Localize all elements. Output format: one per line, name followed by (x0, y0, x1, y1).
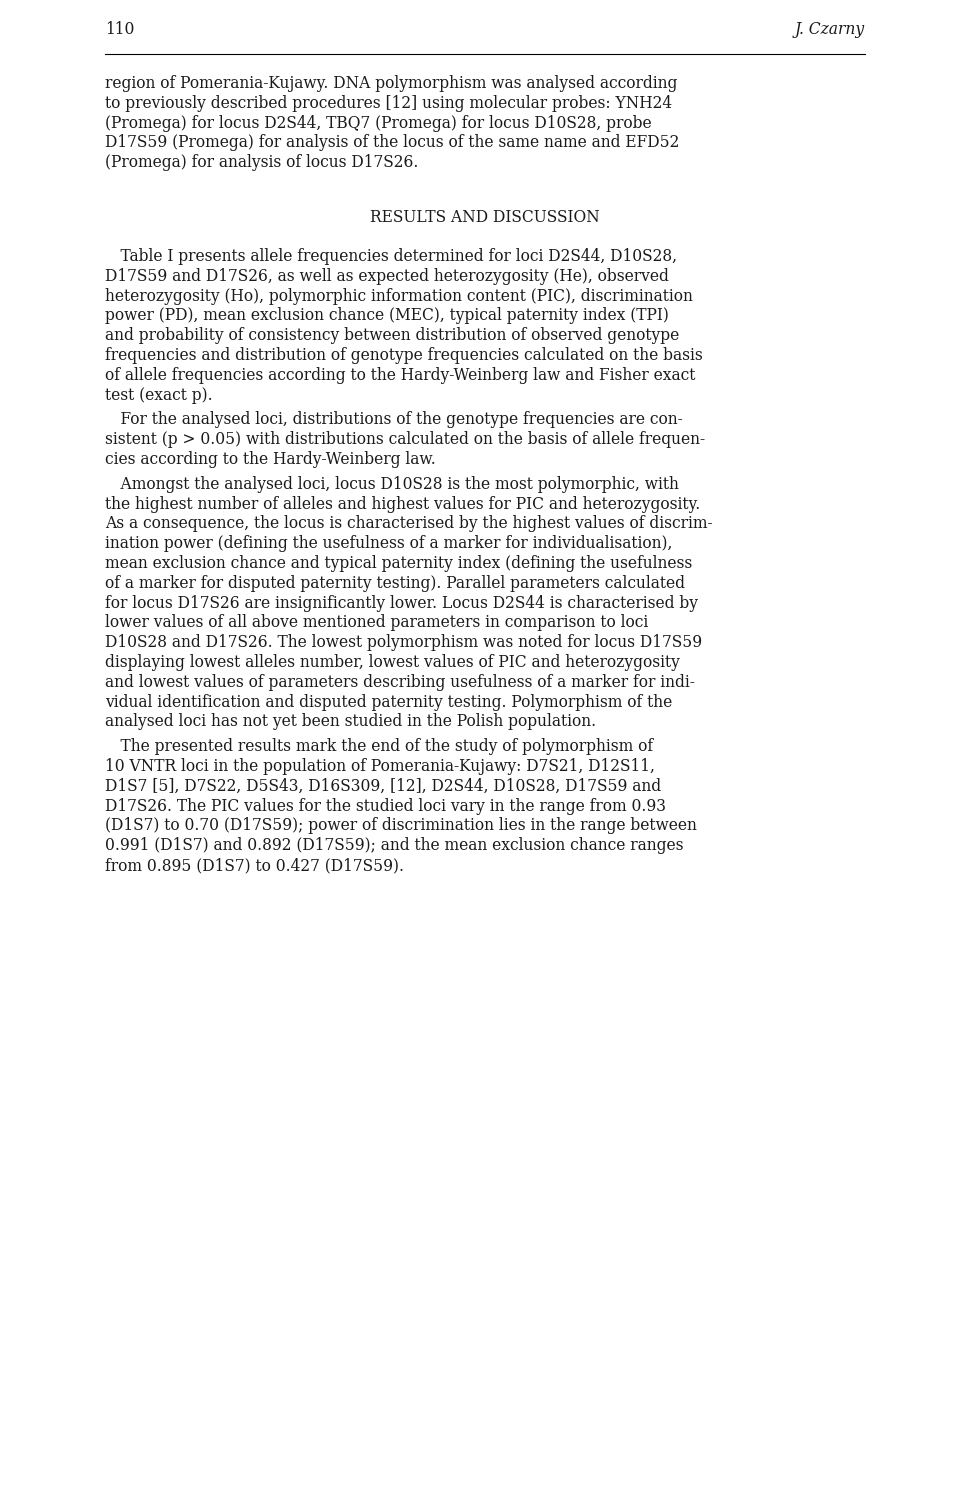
Text: lower values of all above mentioned parameters in comparison to loci: lower values of all above mentioned para… (105, 614, 648, 631)
Text: region of Pomerania-Kujawy. DNA polymorphism was analysed according: region of Pomerania-Kujawy. DNA polymorp… (105, 75, 678, 92)
Text: As a consequence, the locus is characterised by the highest values of discrim-: As a consequence, the locus is character… (105, 516, 712, 533)
Text: power (PD), mean exclusion chance (MEC), typical paternity index (TPI): power (PD), mean exclusion chance (MEC),… (105, 308, 669, 324)
Text: the highest number of alleles and highest values for PIC and heterozygosity.: the highest number of alleles and highes… (105, 495, 700, 513)
Text: for locus D17S26 are insignificantly lower. Locus D2S44 is characterised by: for locus D17S26 are insignificantly low… (105, 595, 698, 611)
Text: test (exact p).: test (exact p). (105, 386, 212, 403)
Text: from 0.895 (D1S7) to 0.427 (D17S59).: from 0.895 (D1S7) to 0.427 (D17S59). (105, 857, 404, 874)
Text: (Promega) for locus D2S44, TBQ7 (Promega) for locus D10S28, probe: (Promega) for locus D2S44, TBQ7 (Promega… (105, 115, 652, 131)
Text: heterozygosity (Ho), polymorphic information content (PIC), discrimination: heterozygosity (Ho), polymorphic informa… (105, 288, 693, 305)
Text: and lowest values of parameters describing usefulness of a marker for indi-: and lowest values of parameters describi… (105, 675, 695, 691)
Text: cies according to the Hardy-Weinberg law.: cies according to the Hardy-Weinberg law… (105, 451, 436, 468)
Text: J. Czarny: J. Czarny (795, 21, 865, 38)
Text: 10 VNTR loci in the population of Pomerania-Kujawy: D7S21, D12S11,: 10 VNTR loci in the population of Pomera… (105, 758, 655, 776)
Text: of a marker for disputed paternity testing). Parallel parameters calculated: of a marker for disputed paternity testi… (105, 575, 685, 592)
Text: Table I presents allele frequencies determined for loci D2S44, D10S28,: Table I presents allele frequencies dete… (105, 247, 677, 266)
Text: sistent (p > 0.05) with distributions calculated on the basis of allele frequen-: sistent (p > 0.05) with distributions ca… (105, 432, 706, 448)
Text: D17S59 and D17S26, as well as expected heterozygosity (He), observed: D17S59 and D17S26, as well as expected h… (105, 269, 669, 285)
Text: to previously described procedures [12] using molecular probes: YNH24: to previously described procedures [12] … (105, 95, 672, 112)
Text: frequencies and distribution of genotype frequencies calculated on the basis: frequencies and distribution of genotype… (105, 347, 703, 364)
Text: and probability of consistency between distribution of observed genotype: and probability of consistency between d… (105, 327, 680, 344)
Text: vidual identification and disputed paternity testing. Polymorphism of the: vidual identification and disputed pater… (105, 694, 672, 711)
Text: of allele frequencies according to the Hardy-Weinberg law and Fisher exact: of allele frequencies according to the H… (105, 367, 695, 383)
Text: The presented results mark the end of the study of polymorphism of: The presented results mark the end of th… (105, 738, 653, 754)
Text: mean exclusion chance and typical paternity index (defining the usefulness: mean exclusion chance and typical patern… (105, 555, 692, 572)
Text: D1S7 [5], D7S22, D5S43, D16S309, [12], D2S44, D10S28, D17S59 and: D1S7 [5], D7S22, D5S43, D16S309, [12], D… (105, 777, 661, 795)
Text: For the analysed loci, distributions of the genotype frequencies are con-: For the analysed loci, distributions of … (105, 412, 683, 429)
Text: D10S28 and D17S26. The lowest polymorphism was noted for locus D17S59: D10S28 and D17S26. The lowest polymorphi… (105, 634, 702, 652)
Text: analysed loci has not yet been studied in the Polish population.: analysed loci has not yet been studied i… (105, 714, 596, 730)
Text: D17S26. The PIC values for the studied loci vary in the range from 0.93: D17S26. The PIC values for the studied l… (105, 798, 666, 815)
Text: (D1S7) to 0.70 (D17S59); power of discrimination lies in the range between: (D1S7) to 0.70 (D17S59); power of discri… (105, 818, 697, 834)
Text: 0.991 (D1S7) and 0.892 (D17S59); and the mean exclusion chance ranges: 0.991 (D1S7) and 0.892 (D17S59); and the… (105, 837, 684, 854)
Text: displaying lowest alleles number, lowest values of PIC and heterozygosity: displaying lowest alleles number, lowest… (105, 653, 680, 672)
Text: 110: 110 (105, 21, 134, 38)
Text: D17S59 (Promega) for analysis of the locus of the same name and EFD52: D17S59 (Promega) for analysis of the loc… (105, 134, 680, 151)
Text: (Promega) for analysis of locus D17S26.: (Promega) for analysis of locus D17S26. (105, 154, 419, 171)
Text: Amongst the analysed loci, locus D10S28 is the most polymorphic, with: Amongst the analysed loci, locus D10S28 … (105, 475, 679, 493)
Text: ination power (defining the usefulness of a marker for individualisation),: ination power (defining the usefulness o… (105, 536, 672, 552)
Text: RESULTS AND DISCUSSION: RESULTS AND DISCUSSION (371, 210, 600, 226)
